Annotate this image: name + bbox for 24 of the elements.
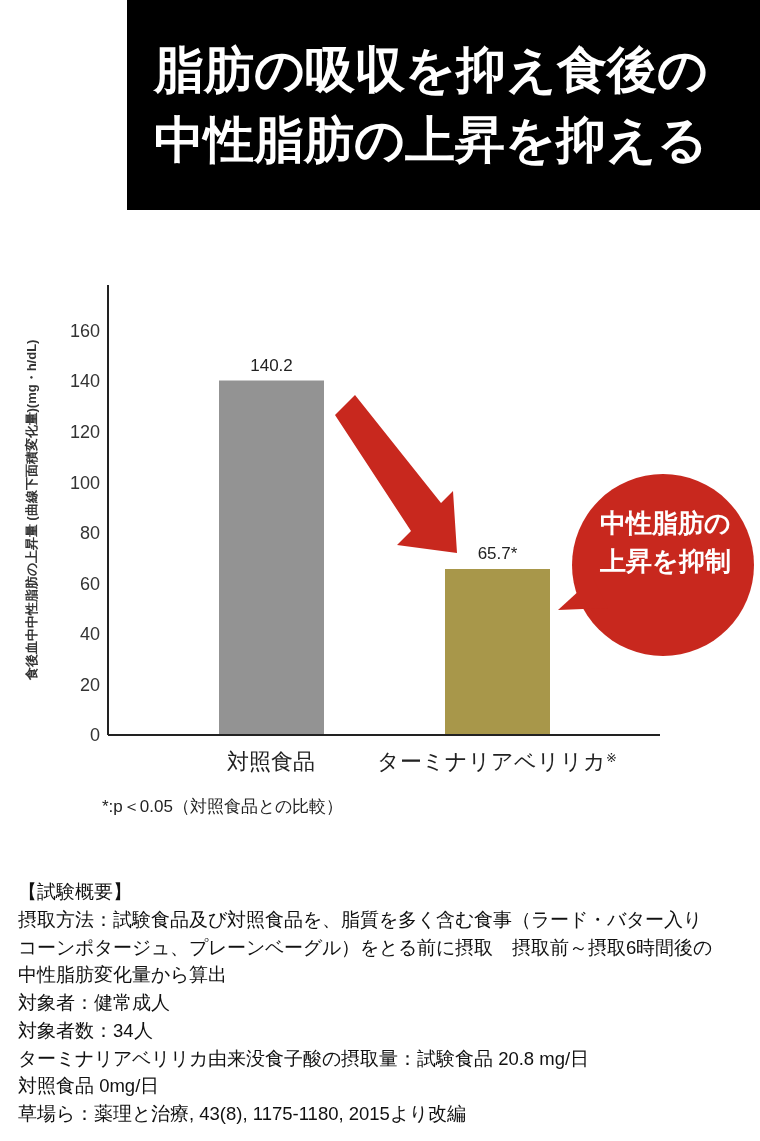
data-label: 65.7* <box>477 543 518 563</box>
y-axis-title: 食後血中中性脂肪の上昇量 (曲線下面積変化量)(mg・h/dL) <box>23 339 40 681</box>
text: *:p＜0.05（対照食品との比較） <box>102 796 343 818</box>
text: 【試験概要】 <box>18 880 133 904</box>
text: 草場ら：薬理と治療, 43(8), 1175-1180, 2015より改編 <box>18 1102 467 1126</box>
x-tick-label: ターミナリアベリリカ$^{※}$ <box>377 749 617 774</box>
data-label: 140.2 <box>250 355 293 375</box>
text: 対照食品 0mg/日 <box>18 1074 161 1099</box>
y-tick-label: 140 <box>69 371 100 392</box>
y-tick-label: 40 <box>79 624 100 645</box>
x-tick-label: 対照食品 <box>227 749 315 774</box>
text: 対象者：健常成人 <box>18 991 171 1015</box>
y-tick-label: 0 <box>89 725 100 746</box>
y-tick-label: 120 <box>69 422 100 443</box>
text: 対象者数：34人 <box>18 1018 154 1043</box>
annotation: 中性脂肪の上昇を抑制 <box>598 507 732 578</box>
y-tick-label: 20 <box>79 674 100 695</box>
y-tick-label: 60 <box>79 573 100 594</box>
y-tick-label: 80 <box>79 523 100 544</box>
text: 摂取方法：試験食品及び対照食品を、脂質を多く含む食事（ラード・バター入りコーンポタージュ、プレーンベーグル）をとる前に摂取 摂取前～摂取6時間後の中性脂肪変化量から算出 <box>18 907 714 988</box>
y-tick-label: 100 <box>69 472 100 493</box>
chart-title: 脂肪の吸収を抑え食後の中性脂肪の上昇を抑える <box>153 39 709 171</box>
y-tick-label: 160 <box>69 320 100 341</box>
text: ターミナリアベリリカ由来没食子酸の摂取量：試験食品 20.8 mg/日 <box>18 1046 591 1071</box>
